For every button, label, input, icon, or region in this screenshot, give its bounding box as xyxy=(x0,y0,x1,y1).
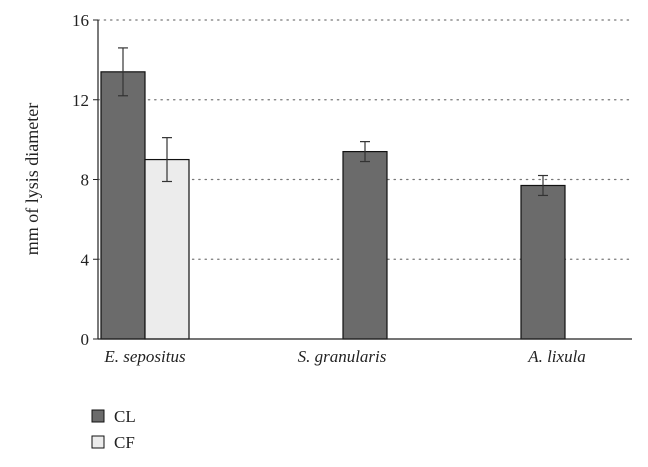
category-label: S. granularis xyxy=(298,347,387,366)
bars xyxy=(100,71,566,340)
bar-cl-2 xyxy=(520,184,566,340)
bar-cl-0 xyxy=(100,71,146,340)
y-tick-label: 12 xyxy=(72,91,89,110)
category-label: E. sepositus xyxy=(103,347,186,366)
legend-label-cl: CL xyxy=(114,407,136,426)
legend: CL CF xyxy=(91,407,136,452)
category-label: A. lixula xyxy=(527,347,586,366)
y-tick-label: 4 xyxy=(81,250,90,269)
y-tick-label: 8 xyxy=(81,171,90,190)
legend-label-cf: CF xyxy=(114,433,135,452)
legend-swatch-cl xyxy=(91,409,105,423)
y-tick-label: 0 xyxy=(81,330,90,349)
y-axis-label: mm of lysis diameter xyxy=(22,103,42,255)
error-bars xyxy=(118,47,548,197)
bar-cl-1 xyxy=(342,150,388,340)
bar-cf-0 xyxy=(144,158,190,340)
category-labels: E. sepositus S. granularis A. lixula xyxy=(103,347,585,366)
y-tick-label: 16 xyxy=(72,11,89,30)
y-tick-labels: 0 4 8 12 16 xyxy=(72,11,98,349)
legend-swatch-cf xyxy=(91,435,105,449)
